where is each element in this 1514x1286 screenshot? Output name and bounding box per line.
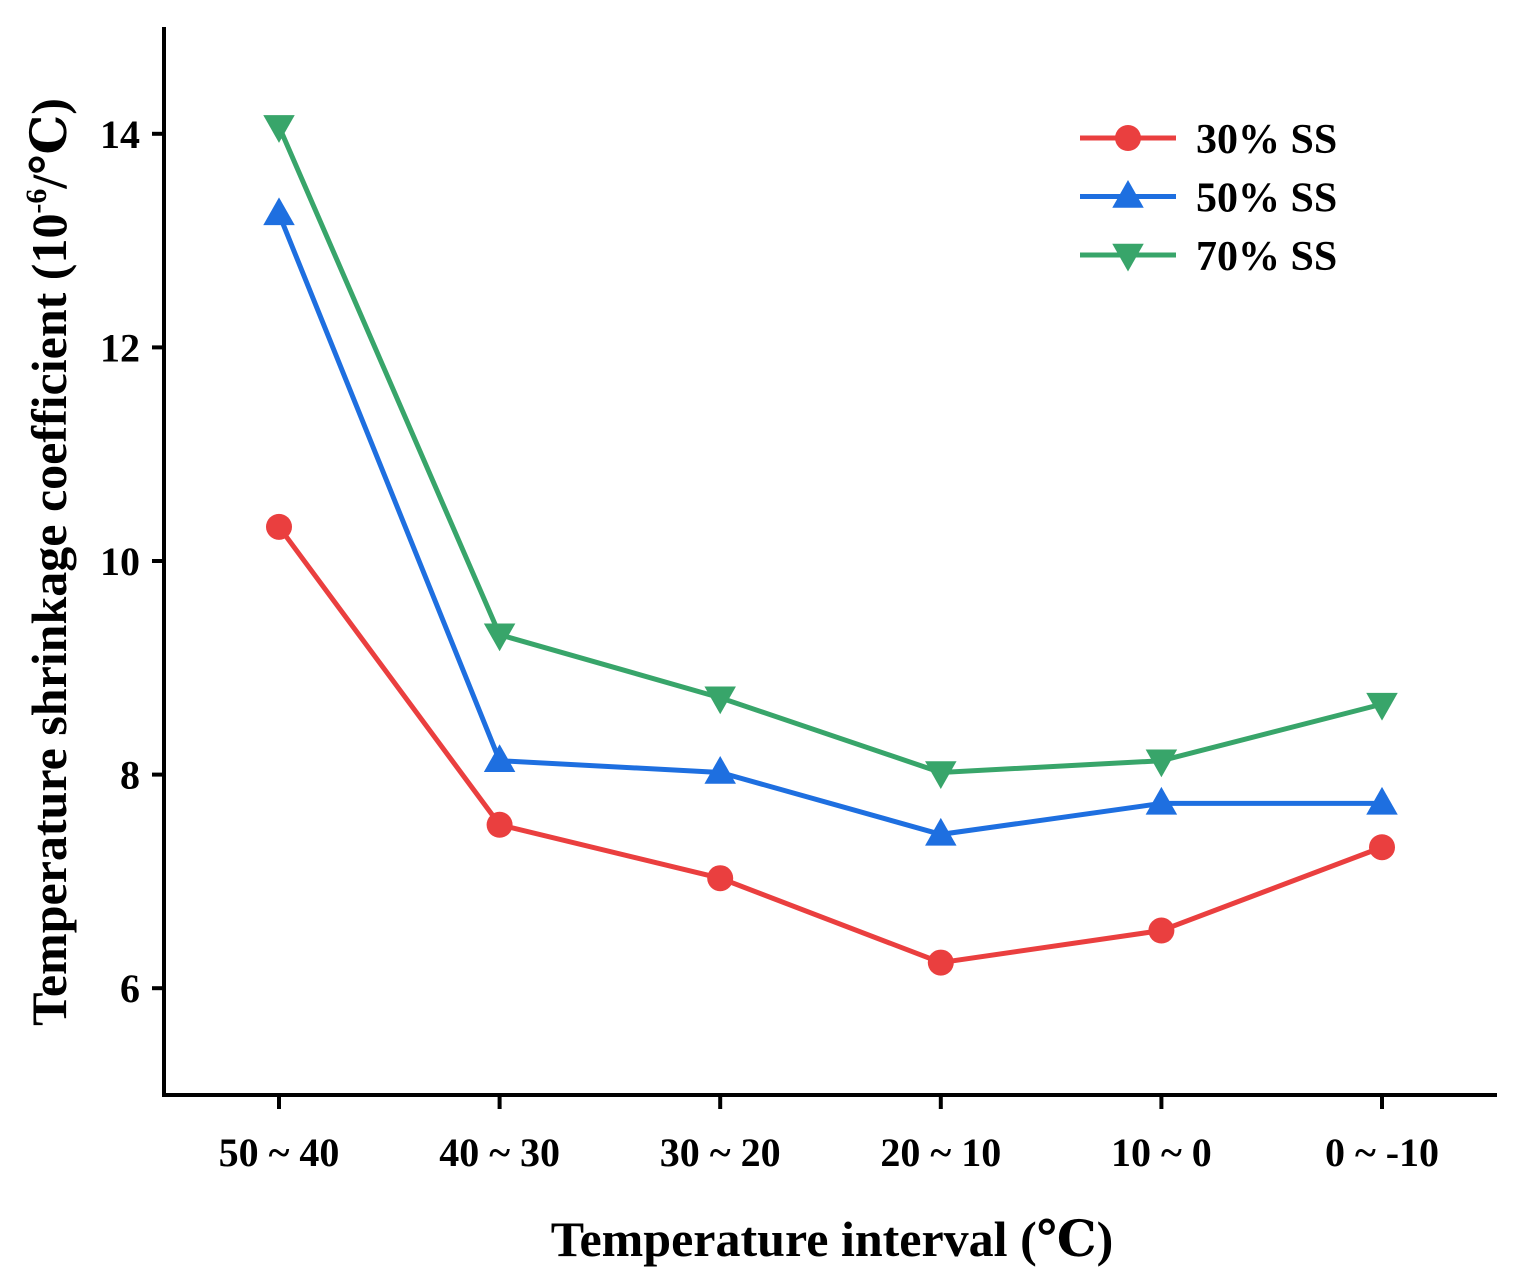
data-point (266, 513, 292, 540)
data-point (1369, 834, 1395, 861)
y-tick-label: 12 (100, 325, 140, 370)
x-tick-label: 10 ~ 0 (1111, 1130, 1212, 1175)
data-point (704, 755, 736, 784)
data-point (927, 949, 954, 976)
series-70-ss (263, 115, 1398, 789)
legend-item: 70% SS (1080, 234, 1337, 280)
legend: 30% SS 50% SS 70% SS (1080, 117, 1337, 280)
x-tick-label: 0 ~ -10 (1325, 1130, 1439, 1175)
legend-marker (1112, 243, 1144, 272)
y-tick-label: 8 (120, 753, 140, 798)
y-tick-label: 10 (100, 539, 140, 584)
legend-item: 30% SS (1080, 117, 1337, 163)
data-point (263, 115, 295, 143)
data-point (1145, 749, 1178, 778)
legend-marker (1112, 180, 1144, 208)
data-point (1145, 786, 1178, 815)
data-point (925, 817, 957, 846)
y-axis-label: Temperature shrinkage coefficient (10-6/… (20, 98, 77, 1026)
data-point (1366, 692, 1398, 721)
data-point (704, 686, 736, 715)
y-tick-label: 14 (100, 112, 140, 157)
x-tick-label: 50 ~ 40 (219, 1130, 340, 1175)
series-50-ss (263, 197, 1398, 846)
legend-label: 30% SS (1196, 117, 1337, 163)
series-line (276, 125, 1383, 775)
x-tick-label: 30 ~ 20 (660, 1130, 781, 1175)
series-line (276, 525, 1383, 966)
series-line (276, 212, 1382, 837)
data-point (1148, 917, 1175, 944)
data-point (707, 865, 734, 892)
y-tick-label: 6 (120, 966, 140, 1011)
data-point (483, 623, 516, 652)
series-30-ss (266, 513, 1395, 976)
x-axis-label: Temperature interval (℃) (551, 1211, 1114, 1267)
data-point (925, 761, 957, 789)
data-point (1366, 786, 1398, 815)
data-point (483, 744, 516, 772)
y-axis-label-superscript: -6 (20, 189, 53, 214)
legend-label: 70% SS (1196, 234, 1337, 280)
data-point (263, 197, 295, 226)
legend-marker (1115, 125, 1141, 151)
x-tick-label: 40 ~ 30 (439, 1130, 560, 1175)
legend-label: 50% SS (1196, 176, 1337, 222)
data-point (486, 811, 513, 838)
legend-item: 50% SS (1080, 176, 1337, 222)
x-tick-label: 20 ~ 10 (880, 1130, 1001, 1175)
